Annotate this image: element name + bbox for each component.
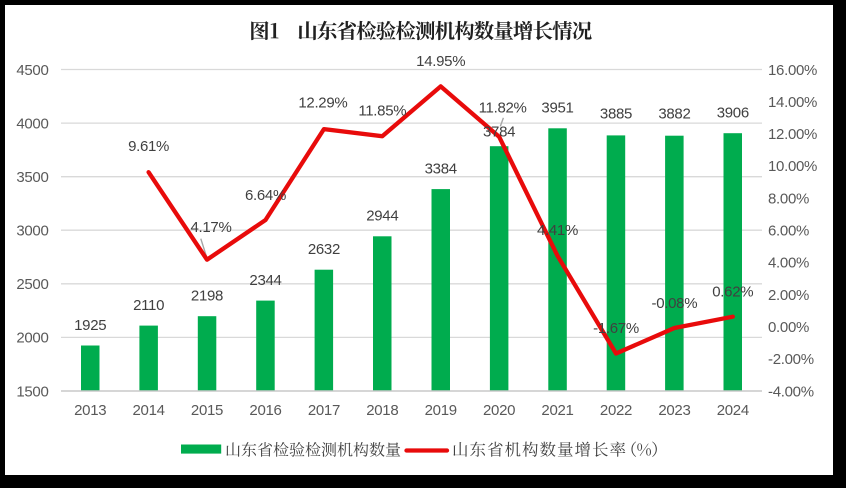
svg-text:2013: 2013 xyxy=(74,402,106,419)
svg-text:3885: 3885 xyxy=(600,105,632,122)
svg-text:3951: 3951 xyxy=(541,100,573,117)
svg-text:-4.00%: -4.00% xyxy=(768,383,814,400)
svg-text:2016: 2016 xyxy=(249,402,281,419)
svg-text:-0.08%: -0.08% xyxy=(652,295,698,312)
svg-text:3906: 3906 xyxy=(717,105,749,122)
svg-text:11.85%: 11.85% xyxy=(358,103,406,120)
svg-text:6.00%: 6.00% xyxy=(768,223,809,240)
svg-text:2021: 2021 xyxy=(541,402,573,419)
svg-text:2000: 2000 xyxy=(16,330,48,347)
svg-text:0.62%: 0.62% xyxy=(712,283,753,300)
svg-text:3500: 3500 xyxy=(16,169,48,186)
svg-text:9.61%: 9.61% xyxy=(128,138,169,155)
svg-text:2.00%: 2.00% xyxy=(768,287,809,304)
svg-text:3784: 3784 xyxy=(483,123,515,140)
svg-text:10.00%: 10.00% xyxy=(768,158,817,175)
svg-text:12.00%: 12.00% xyxy=(768,126,817,143)
svg-text:0.00%: 0.00% xyxy=(768,319,809,336)
svg-text:2017: 2017 xyxy=(308,402,340,419)
svg-text:11.82%: 11.82% xyxy=(479,99,527,116)
svg-text:3384: 3384 xyxy=(425,160,457,177)
svg-text:4.41%: 4.41% xyxy=(537,222,578,239)
svg-text:2198: 2198 xyxy=(191,288,223,305)
svg-text:12.29%: 12.29% xyxy=(298,95,347,112)
svg-text:2110: 2110 xyxy=(133,297,164,314)
svg-text:16.00%: 16.00% xyxy=(768,62,817,79)
svg-text:14.95%: 14.95% xyxy=(416,53,465,70)
svg-text:4.17%: 4.17% xyxy=(190,219,231,236)
svg-text:2023: 2023 xyxy=(658,402,690,419)
svg-text:2944: 2944 xyxy=(366,208,398,225)
svg-text:14.00%: 14.00% xyxy=(768,94,817,111)
svg-text:2018: 2018 xyxy=(366,402,398,419)
svg-text:-2.00%: -2.00% xyxy=(768,351,814,368)
svg-text:2015: 2015 xyxy=(191,402,223,419)
svg-text:2024: 2024 xyxy=(717,402,749,419)
svg-text:-1.67%: -1.67% xyxy=(593,320,639,337)
svg-text:2344: 2344 xyxy=(249,272,281,289)
svg-text:4000: 4000 xyxy=(16,115,48,132)
svg-text:6.64%: 6.64% xyxy=(245,187,286,204)
svg-text:4.00%: 4.00% xyxy=(768,255,809,272)
svg-text:2632: 2632 xyxy=(308,241,340,258)
svg-text:2022: 2022 xyxy=(600,402,632,419)
svg-text:2020: 2020 xyxy=(483,402,515,419)
svg-text:3882: 3882 xyxy=(658,106,690,123)
svg-text:1500: 1500 xyxy=(16,383,48,400)
svg-text:8.00%: 8.00% xyxy=(768,190,809,207)
svg-text:2014: 2014 xyxy=(133,402,165,419)
svg-text:2019: 2019 xyxy=(425,402,457,419)
svg-text:3000: 3000 xyxy=(16,223,48,240)
svg-text:4500: 4500 xyxy=(16,62,48,79)
svg-text:2500: 2500 xyxy=(16,276,48,293)
svg-text:1925: 1925 xyxy=(74,317,106,334)
